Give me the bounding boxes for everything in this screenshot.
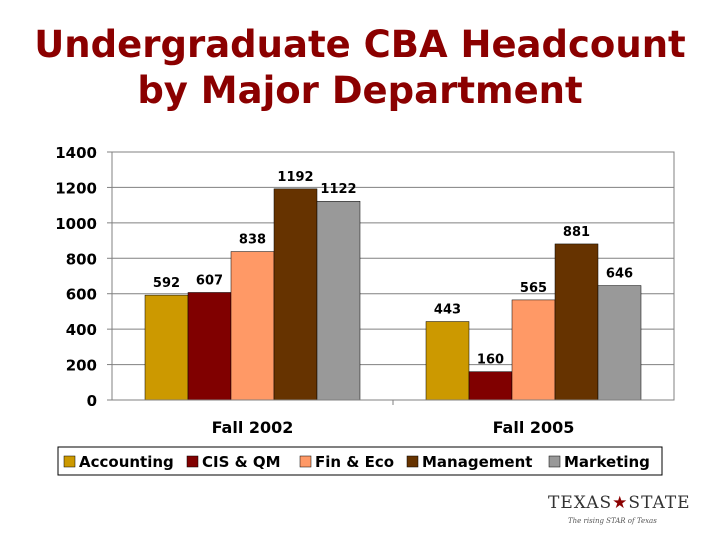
legend-box (57, 446, 663, 476)
y-tick-label: 1000 (55, 215, 97, 233)
bar (230, 251, 275, 401)
y-tick-label: 800 (66, 250, 97, 268)
y-tick-label: 600 (66, 286, 97, 304)
x-tick-label: Fall 2002 (212, 418, 294, 437)
bar (597, 285, 642, 401)
y-axis: 0 200 400 600 800 1000 1200 1400 (55, 144, 113, 410)
bar (144, 294, 189, 401)
chart-title-line-2: by Major Department (137, 69, 583, 112)
data-label: 607 (196, 273, 223, 288)
legend-swatch (548, 455, 561, 468)
data-label: 565 (520, 281, 547, 296)
data-label: 592 (153, 276, 180, 291)
bar (316, 200, 361, 401)
data-label: 646 (606, 267, 633, 282)
y-tick-label: 200 (66, 357, 97, 375)
legend-label: Management (422, 453, 532, 471)
logo-name-left: TEXAS (548, 493, 613, 513)
star-icon: ★ (612, 493, 629, 513)
legend-label: Accounting (79, 453, 174, 471)
x-tick-label: Fall 2005 (493, 418, 575, 437)
data-label: 881 (563, 225, 590, 240)
bars: 592 607 838 1192 1122 443 160 565 881 646 (144, 170, 642, 401)
legend-swatch (63, 455, 76, 468)
legend-swatch (299, 455, 312, 468)
legend-swatch (406, 455, 419, 468)
chart-title: Undergraduate CBA Headcount by Major Dep… (0, 22, 720, 114)
bar (554, 243, 599, 401)
data-label: 160 (477, 353, 504, 368)
x-axis: Fall 2002 Fall 2005 (112, 399, 674, 437)
legend: Accounting CIS & QM Fin & Eco Management Mar… (57, 446, 663, 476)
chart-title-line-1: Undergraduate CBA Headcount (34, 23, 686, 66)
bar (425, 321, 470, 401)
data-label: 443 (434, 303, 461, 318)
texas-state-logo: TEXAS★STATE The rising STAR of Texas (548, 493, 690, 533)
bar (468, 371, 513, 401)
legend-label: Fin & Eco (315, 453, 394, 471)
data-label: 1192 (277, 170, 313, 185)
logo-tagline: The rising STAR of Texas (568, 517, 657, 525)
bar (187, 292, 232, 401)
legend-label: CIS & QM (202, 453, 281, 471)
data-label: 838 (239, 233, 266, 248)
y-tick-label: 0 (87, 392, 97, 410)
logo-name-right: STATE (628, 493, 691, 513)
legend-label: Marketing (564, 453, 650, 471)
data-label: 1122 (320, 182, 356, 197)
y-tick-label: 1400 (55, 144, 97, 162)
bar (511, 299, 556, 401)
legend-swatch (186, 455, 199, 468)
bar (273, 188, 318, 401)
y-tick-label: 1200 (55, 179, 97, 197)
y-tick-label: 400 (66, 321, 97, 339)
